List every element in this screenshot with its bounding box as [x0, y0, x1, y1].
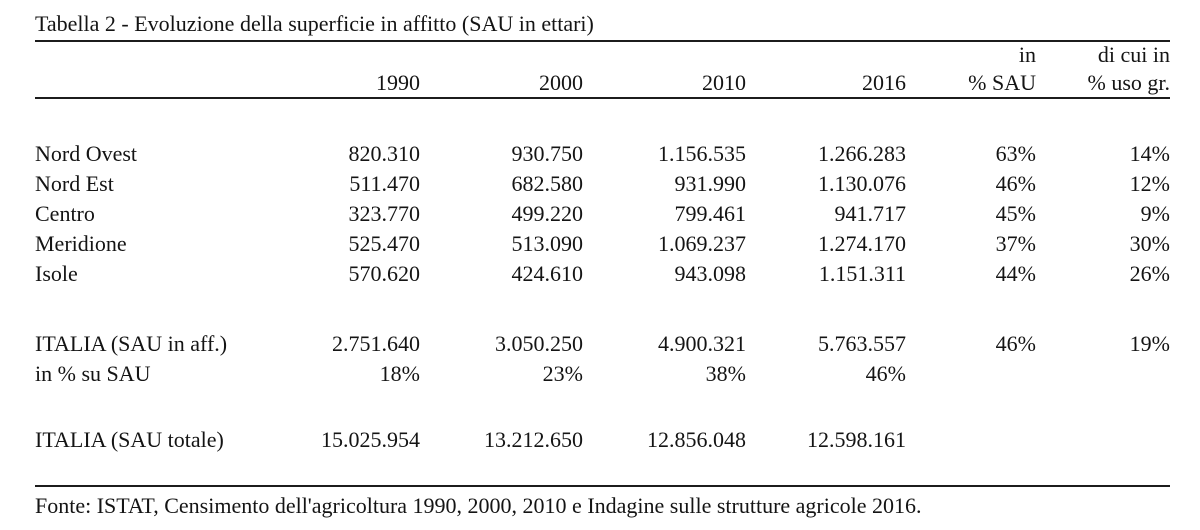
cell-value: 19% — [1129, 331, 1170, 356]
row-centro: Centro 323.770 499.220 799.461 941.717 4… — [35, 199, 1170, 229]
cell-value: 820.310 — [348, 141, 421, 166]
header-blank — [35, 68, 275, 99]
cell-value: 570.620 — [348, 261, 421, 286]
cell-value: 2.751.640 — [332, 331, 420, 356]
cell-value — [1036, 359, 1170, 389]
col-header-in-pct-sau-top: in — [1018, 42, 1036, 67]
cell-value: 511.470 — [349, 171, 420, 196]
cell-value: 18% — [379, 361, 420, 386]
spacer-row — [35, 389, 1170, 425]
cell-value: 46% — [995, 331, 1036, 356]
cell-value: 5.763.557 — [818, 331, 906, 356]
row-nord-ovest: Nord Ovest 820.310 930.750 1.156.535 1.2… — [35, 139, 1170, 169]
col-header-di-cui-in-top: di cui in — [1097, 42, 1170, 67]
header-row-bottom: 1990 2000 2010 2016 % SAU % uso gr. — [35, 68, 1170, 99]
row-italia-sau-in-aff: ITALIA (SAU in aff.) 2.751.640 3.050.250… — [35, 329, 1170, 359]
cell-value: 30% — [1129, 231, 1170, 256]
cell-value: 1.069.237 — [658, 231, 746, 256]
cell-value: 1.151.311 — [818, 261, 906, 286]
cell-value: 9% — [1140, 201, 1170, 226]
cell-value: 13.212.650 — [484, 427, 583, 452]
cell-value: 45% — [995, 201, 1036, 226]
col-header-2010: 2010 — [583, 68, 746, 99]
table-header: in di cui in 1990 2000 2010 2016 % SAU %… — [35, 42, 1170, 99]
header-blank — [275, 42, 420, 68]
row-label: ITALIA (SAU in aff.) — [35, 331, 228, 356]
cell-value: 4.900.321 — [658, 331, 746, 356]
spacer-row — [35, 98, 1170, 139]
cell-value: 799.461 — [674, 201, 747, 226]
row-label: in % su SAU — [35, 361, 151, 386]
cell-value: 943.098 — [674, 261, 747, 286]
row-label: Nord Est — [35, 171, 114, 196]
col-header-2016: 2016 — [746, 68, 906, 99]
row-in-pct-su-sau: in % su SAU 18% 23% 38% 46% — [35, 359, 1170, 389]
source-note: Fonte: ISTAT, Censimento dell'agricoltur… — [35, 493, 922, 518]
col-header-1990: 1990 — [275, 68, 420, 99]
cell-value: 941.717 — [834, 201, 907, 226]
cell-value: 3.050.250 — [495, 331, 583, 356]
cell-value — [906, 425, 1036, 455]
spacer-row-bottom-rule — [35, 455, 1170, 487]
cell-value: 682.580 — [511, 171, 584, 196]
cell-value: 63% — [995, 141, 1036, 166]
cell-value: 424.610 — [511, 261, 584, 286]
cell-value: 14% — [1129, 141, 1170, 166]
cell-value: 23% — [542, 361, 583, 386]
cell-value: 12% — [1129, 171, 1170, 196]
cell-value: 37% — [995, 231, 1036, 256]
header-blank — [583, 42, 746, 68]
cell-value: 46% — [995, 171, 1036, 196]
header-blank — [35, 42, 275, 68]
cell-value: 525.470 — [348, 231, 421, 256]
row-italia-sau-totale: ITALIA (SAU totale) 15.025.954 13.212.65… — [35, 425, 1170, 455]
row-label: Nord Ovest — [35, 141, 138, 166]
cell-value — [1036, 425, 1170, 455]
cell-value: 513.090 — [511, 231, 584, 256]
col-header-pct-sau: % SAU — [906, 68, 1036, 99]
cell-value: 323.770 — [348, 201, 421, 226]
row-label: Meridione — [35, 231, 127, 256]
cell-value: 12.856.048 — [647, 427, 746, 452]
cell-value: 931.990 — [674, 171, 747, 196]
data-table: in di cui in 1990 2000 2010 2016 % SAU %… — [35, 42, 1170, 487]
cell-value: 930.750 — [511, 141, 584, 166]
spacer-row — [35, 289, 1170, 329]
row-meridione: Meridione 525.470 513.090 1.069.237 1.27… — [35, 229, 1170, 259]
cell-value: 1.266.283 — [818, 141, 906, 166]
col-header-2000: 2000 — [420, 68, 583, 99]
header-blank — [420, 42, 583, 68]
row-label: Isole — [35, 261, 78, 286]
col-header-pct-uso-gr: % uso gr. — [1036, 68, 1170, 99]
table-body: Nord Ovest 820.310 930.750 1.156.535 1.2… — [35, 98, 1170, 487]
cell-value: 38% — [705, 361, 746, 386]
row-nord-est: Nord Est 511.470 682.580 931.990 1.130.0… — [35, 169, 1170, 199]
row-label: Centro — [35, 201, 95, 226]
cell-value: 15.025.954 — [321, 427, 420, 452]
cell-value: 12.598.161 — [807, 427, 906, 452]
cell-value: 1.274.170 — [818, 231, 906, 256]
row-isole: Isole 570.620 424.610 943.098 1.151.311 … — [35, 259, 1170, 289]
header-row-top: in di cui in — [35, 42, 1170, 68]
cell-value: 26% — [1129, 261, 1170, 286]
cell-value: 46% — [865, 361, 906, 386]
cell-value: 1.156.535 — [658, 141, 746, 166]
row-label: ITALIA (SAU totale) — [35, 427, 224, 452]
table-title: Tabella 2 - Evoluzione della superficie … — [35, 8, 1170, 42]
cell-value: 499.220 — [511, 201, 584, 226]
header-blank — [746, 42, 906, 68]
cell-value: 44% — [995, 261, 1036, 286]
cell-value: 1.130.076 — [818, 171, 906, 196]
cell-value — [906, 359, 1036, 389]
